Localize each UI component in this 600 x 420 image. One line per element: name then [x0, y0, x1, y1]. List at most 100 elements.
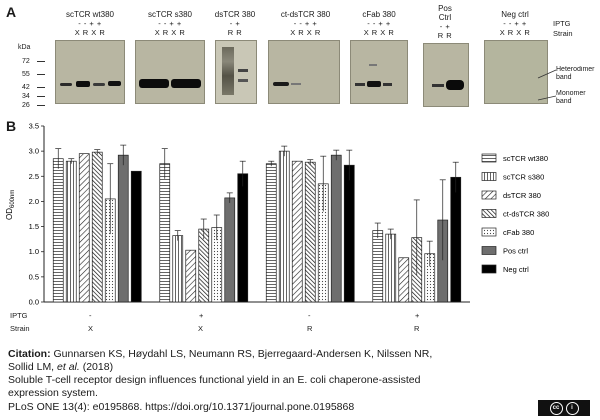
- legend-swatch: [481, 209, 497, 218]
- cc-icon: cc: [549, 401, 563, 415]
- blot-iptg-signs: - - + +: [503, 19, 527, 28]
- iptg-value: -: [89, 311, 92, 320]
- citation-line-1: Citation: Gunnarsen KS, Høydahl LS, Neum…: [8, 348, 432, 361]
- blot-scTCR-wt380: scTCR wt380 - - + + X R X R: [55, 10, 125, 104]
- strain-value: X: [88, 324, 94, 333]
- monomer-band: [139, 79, 169, 88]
- strain-value: X: [198, 324, 204, 333]
- bar: [185, 249, 197, 303]
- blot-strain-lanes: X R X R: [290, 28, 321, 37]
- legend-label: scTCR wt380: [503, 154, 548, 163]
- monomer-band: [171, 79, 201, 88]
- heterodimer-band: [238, 69, 248, 72]
- bar: [65, 160, 77, 303]
- panel-b-label: B: [6, 118, 17, 134]
- blot-strain-lanes: X R X R: [154, 28, 186, 37]
- kda-label: kDa: [18, 44, 31, 51]
- monomer-band-label: Monomer band: [556, 90, 586, 105]
- western-blot-image: [484, 40, 548, 104]
- heterodimer-band-label: Heterodimer band: [556, 66, 595, 81]
- bar: [398, 257, 410, 303]
- monomer-band: [291, 83, 301, 85]
- blot-strain-lanes: R R: [227, 28, 243, 37]
- strain-row-label: Strain: [553, 29, 573, 38]
- ladder-tick: [37, 105, 45, 106]
- monomer-band: [93, 83, 105, 86]
- blot-iptg-signs: - - + +: [78, 19, 102, 28]
- blot-iptg-signs: - +: [439, 22, 451, 31]
- blot-iptg-signs: - - + +: [158, 19, 182, 28]
- person-icon: i: [565, 401, 579, 415]
- band-arrows: [537, 69, 557, 101]
- bar: [237, 173, 249, 303]
- blot-title: ct-dsTCR 380: [280, 10, 331, 19]
- blot-strain-lanes: X R X R: [499, 28, 531, 37]
- citation-label: Citation:: [8, 348, 51, 360]
- legend-label: scTCR s380: [503, 173, 544, 182]
- monomer-band: [273, 82, 289, 86]
- monomer-band: [446, 80, 464, 90]
- blot-title: scTCR wt380: [65, 10, 114, 19]
- ladder-tick: [37, 74, 45, 75]
- heterodimer-arrow: [537, 69, 557, 79]
- ladder-label: 72: [22, 58, 30, 65]
- blot-strain-lanes: R R: [437, 31, 453, 40]
- bar: [304, 161, 316, 303]
- bar: [117, 154, 129, 303]
- blot-iptg-signs: - +: [229, 19, 241, 28]
- bar: [265, 163, 277, 303]
- citation-year: (2018): [79, 361, 114, 373]
- y-tick-label: 1.0: [29, 247, 39, 256]
- bar: [450, 176, 462, 303]
- strain-axis-label: Strain: [10, 324, 30, 333]
- bar: [372, 230, 384, 303]
- blot-title: dsTCR 380: [214, 10, 256, 19]
- blot-iptg-signs: - - + +: [367, 19, 391, 28]
- ladder-tick: [37, 96, 45, 97]
- y-tick-label: 0.5: [29, 272, 39, 281]
- legend-swatch: [481, 190, 497, 200]
- western-blot-image: [423, 43, 469, 107]
- strain-value: R: [307, 324, 313, 333]
- monomer-band: [367, 81, 381, 87]
- monomer-band: [383, 83, 392, 86]
- bar: [198, 228, 210, 303]
- bar: [78, 153, 90, 303]
- y-tick-label: 2.5: [29, 172, 39, 181]
- legend-swatch: [481, 227, 497, 237]
- western-blot-image: [135, 40, 205, 104]
- citation-journal: PLoS ONE 13(4): e0195868. https://doi.or…: [8, 401, 355, 413]
- monomer-band: [76, 81, 90, 87]
- blot-strain-lanes: X R X R: [74, 28, 106, 37]
- strain-value: R: [414, 324, 420, 333]
- bar: [343, 164, 355, 303]
- bar: [330, 154, 342, 303]
- citation-line-2: Sollid LM, et al. (2018): [8, 361, 113, 374]
- blot-pos-ctrl: Pos Ctrl - + R R: [420, 4, 470, 107]
- blot-title: scTCR s380: [147, 10, 192, 19]
- citation-etal: et al.: [57, 361, 80, 373]
- bar: [130, 170, 142, 303]
- od600-bar-chart: 0.0 0.5 1.0 1.5 2.0 2.5 3.0 3.5 scTCR wt380 scTC…: [5, 122, 549, 307]
- western-blot-image: [268, 40, 340, 104]
- blot-title: Pos Ctrl: [438, 4, 452, 22]
- bar: [291, 160, 303, 303]
- bar: [224, 197, 236, 303]
- y-tick-label: 0.0: [29, 298, 39, 307]
- cc-by-license-badge[interactable]: cc i: [538, 400, 590, 416]
- legend-label: dsTCR 380: [503, 191, 541, 200]
- y-tick-label: 1.5: [29, 222, 39, 231]
- ladder-label: 34: [22, 93, 30, 100]
- iptg-axis-label: IPTG: [10, 311, 28, 320]
- y-tick-label: 3.0: [29, 147, 39, 156]
- y-tick-label: 2.0: [29, 197, 39, 206]
- y-tick-label: 3.5: [29, 122, 39, 131]
- blot-cFab-380: cFab 380 - - + + X R X R: [350, 10, 408, 104]
- ladder-label: 42: [22, 84, 30, 91]
- iptg-value: -: [308, 311, 311, 320]
- monomer-band: [432, 84, 444, 87]
- monomer-band: [238, 79, 248, 82]
- legend-swatch: [481, 246, 497, 255]
- blot-ct-dsTCR-380: ct-dsTCR 380 - - + + X R X R: [268, 10, 343, 104]
- monomer-band: [355, 83, 365, 86]
